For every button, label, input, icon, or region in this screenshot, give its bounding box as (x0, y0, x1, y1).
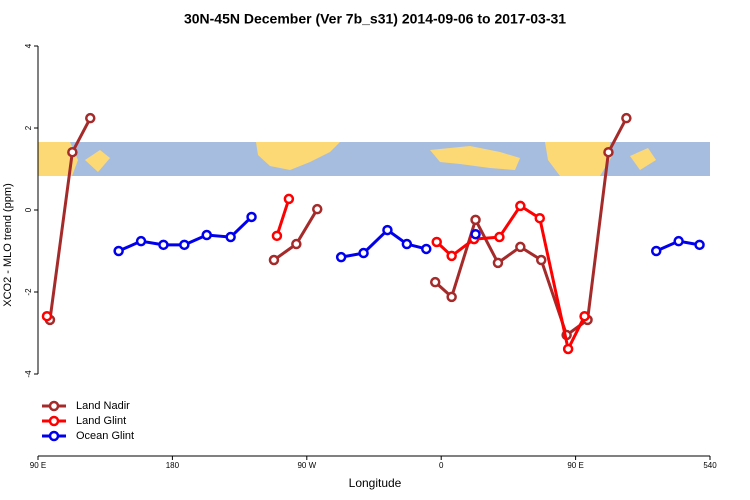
point (283, 193, 295, 205)
y-tick-label: -2 (24, 288, 33, 296)
point (421, 243, 432, 255)
x-tick-label: 180 (166, 461, 180, 470)
point (673, 235, 684, 247)
point (431, 236, 442, 248)
point (492, 257, 504, 269)
x-tick-label: 90 W (297, 461, 316, 470)
point (85, 112, 96, 124)
y-axis-label: XCO2 - MLO trend (ppm) (2, 183, 14, 306)
point (470, 214, 481, 226)
point (179, 239, 190, 251)
legend-marker (48, 415, 60, 427)
land (630, 148, 656, 170)
point (135, 235, 147, 247)
point (621, 112, 632, 124)
point (158, 239, 169, 251)
point (67, 146, 78, 158)
point (536, 254, 547, 266)
point (494, 231, 505, 243)
map-strip (38, 142, 710, 176)
point (401, 238, 413, 250)
point (312, 203, 323, 215)
point (515, 241, 526, 253)
point (534, 212, 546, 224)
point (291, 238, 302, 250)
point (429, 276, 441, 288)
point (268, 254, 280, 266)
point (225, 231, 236, 243)
land (85, 150, 110, 172)
legend-label: Land Glint (76, 415, 126, 427)
legend-marker (48, 430, 60, 442)
y-tick-label: 2 (24, 125, 33, 130)
point (382, 224, 393, 236)
x-axis-label: Longitude (349, 476, 402, 490)
point (41, 310, 53, 322)
point (358, 247, 369, 259)
chart-title: 30N-45N December (Ver 7b_s31) 2014-09-06… (184, 11, 566, 27)
point (579, 310, 590, 322)
y-tick-label: -4 (24, 370, 33, 378)
point (446, 291, 457, 303)
point (446, 250, 457, 262)
y-tick-label: 4 (24, 43, 33, 48)
point (603, 146, 614, 158)
x-tick-label: 90 E (567, 461, 583, 470)
point (650, 245, 662, 257)
point (113, 245, 124, 257)
land (256, 142, 340, 170)
land (545, 142, 612, 176)
x-tick-label: 540 (703, 461, 717, 470)
legend-marker (48, 400, 60, 412)
y-tick-label: 0 (24, 207, 33, 212)
point (470, 228, 481, 240)
x-tick-label: 90 E (30, 461, 46, 470)
land (430, 146, 520, 170)
legend-label: Ocean Glint (76, 430, 134, 442)
point (246, 211, 257, 223)
point (515, 200, 526, 212)
legend-label: Land Nadir (76, 400, 130, 412)
point (694, 239, 705, 251)
point (271, 230, 283, 242)
x-tick-label: 0 (439, 461, 444, 470)
point (335, 251, 347, 263)
point (201, 229, 212, 241)
point (562, 343, 574, 355)
